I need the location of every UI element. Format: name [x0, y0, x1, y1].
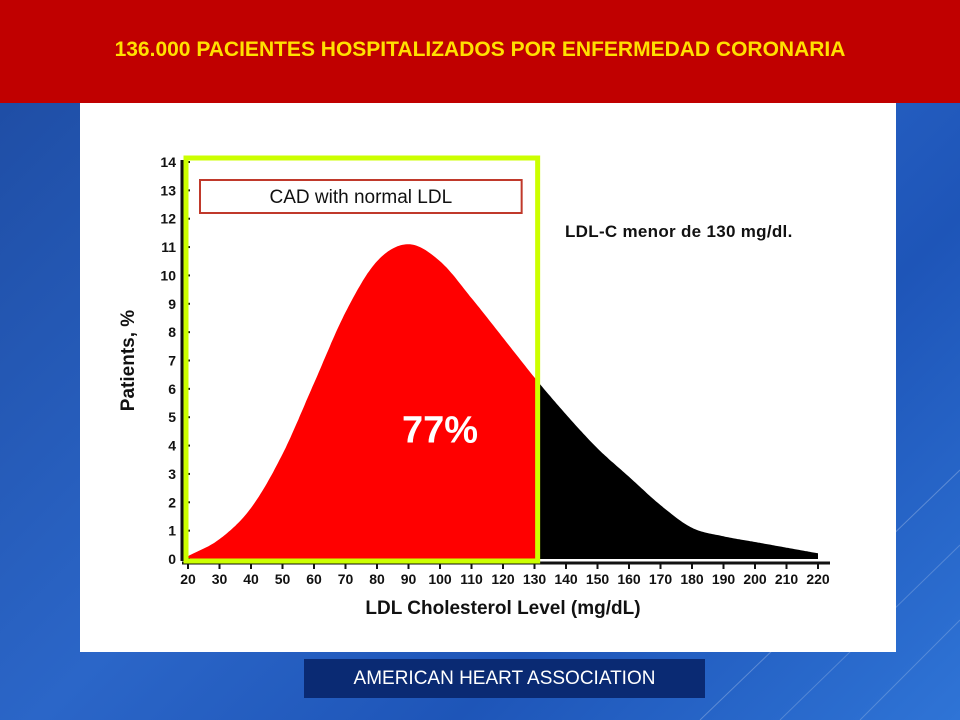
x-tick-label: 80	[369, 571, 385, 587]
x-tick-label: 180	[680, 571, 704, 587]
x-tick-label: 140	[554, 571, 578, 587]
x-tick-label: 50	[275, 571, 291, 587]
y-tick-label: 2	[168, 494, 176, 510]
chart-area-layer	[188, 244, 818, 559]
y-tick-label: 4	[168, 438, 176, 454]
x-tick-label: 210	[775, 571, 799, 587]
x-tick-label: 70	[338, 571, 354, 587]
y-tick-label: 3	[168, 466, 176, 482]
area-below-threshold	[188, 244, 538, 559]
y-tick-label: 5	[168, 409, 176, 425]
highlight-percent-label: 77%	[402, 410, 478, 452]
y-tick-label: 1	[168, 523, 176, 539]
highlight-box	[183, 155, 541, 564]
x-tick-label: 220	[806, 571, 830, 587]
y-tick-label: 12	[160, 211, 176, 227]
x-tick-label: 130	[523, 571, 547, 587]
x-tick-label: 160	[617, 571, 641, 587]
x-tick-label: 200	[743, 571, 767, 587]
x-tick-label: 170	[649, 571, 673, 587]
highlight-label: CAD with normal LDL	[269, 187, 452, 208]
y-tick-label: 0	[168, 551, 176, 567]
x-tick-label: 90	[401, 571, 417, 587]
x-tick-label: 40	[243, 571, 259, 587]
x-tick-label: 60	[306, 571, 322, 587]
area-above-threshold	[537, 381, 818, 559]
header-title: 136.000 PACIENTES HOSPITALIZADOS POR ENF…	[114, 38, 846, 61]
x-tick-label: 190	[712, 571, 736, 587]
y-axis-title: Patients, %	[118, 310, 139, 411]
x-axis-title: LDL Cholesterol Level (mg/dL)	[365, 598, 640, 619]
y-tick-label: 8	[168, 324, 176, 340]
x-tick-label: 20	[180, 571, 196, 587]
y-tick-label: 11	[161, 239, 176, 255]
ldl-threshold-annotation: LDL-C menor de 130 mg/dl.	[565, 222, 793, 241]
y-tick-label: 10	[160, 267, 176, 283]
x-tick-label: 150	[586, 571, 610, 587]
source-label: AMERICAN HEART ASSOCIATION	[304, 659, 705, 698]
y-tick-label: 13	[160, 182, 176, 198]
y-tick-label: 9	[168, 296, 176, 312]
y-tick-label: 7	[168, 353, 176, 369]
highlight-label-box	[199, 179, 523, 214]
y-tick-label: 14	[160, 154, 176, 170]
x-tick-label: 100	[428, 571, 452, 587]
x-tick-label: 110	[460, 571, 483, 587]
x-tick-label: 120	[491, 571, 515, 587]
header-bar: 136.000 PACIENTES HOSPITALIZADOS POR ENF…	[0, 0, 960, 103]
x-tick-label: 30	[212, 571, 228, 587]
y-tick-label: 6	[168, 381, 176, 397]
